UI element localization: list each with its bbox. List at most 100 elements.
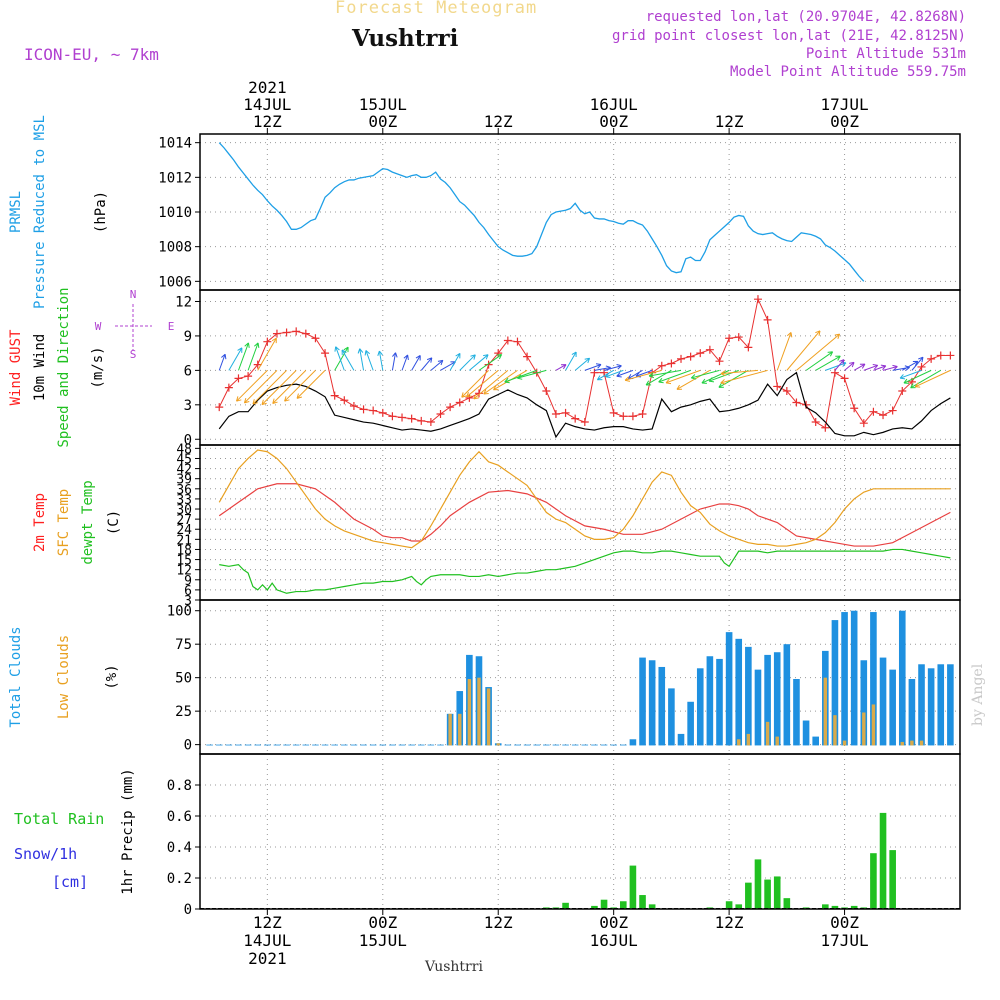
gust-marker bbox=[927, 354, 936, 363]
total-cloud-bar bbox=[629, 739, 637, 746]
wind-arrow-head bbox=[244, 342, 250, 348]
total-cloud-bar bbox=[716, 658, 723, 746]
total-cloud-bar bbox=[754, 669, 762, 746]
total-cloud-bar bbox=[562, 744, 569, 746]
bottom-time-label: 14JUL bbox=[243, 931, 291, 950]
total-cloud-bar bbox=[523, 744, 531, 746]
low-cloud-bar bbox=[458, 713, 462, 746]
total-cloud-bar bbox=[408, 744, 415, 746]
wind-arrow bbox=[915, 369, 951, 388]
wind-panel: 0 3 6 9 12 Wind GUST 10m Wind Speed and Directi… bbox=[8, 287, 961, 448]
temperature-ytick-label: 33 bbox=[176, 493, 192, 508]
rain-bar bbox=[600, 899, 608, 909]
wind-arrow bbox=[466, 369, 499, 398]
wind-arrow bbox=[473, 369, 509, 400]
wind-arrow-head bbox=[648, 372, 655, 379]
wind-arrow-head bbox=[839, 359, 845, 365]
total-cloud-bar bbox=[831, 620, 839, 746]
pressure-ylabel: Pressure Reduced to MSL bbox=[32, 115, 48, 309]
rain-bar bbox=[543, 907, 550, 909]
wind-arrow-head bbox=[461, 392, 467, 398]
pressure-ylabel: PRMSL bbox=[8, 191, 24, 233]
wind-arrow-head bbox=[296, 393, 303, 399]
total-cloud-bar bbox=[908, 679, 916, 746]
wind-arrow-head bbox=[221, 353, 227, 360]
rain-bar bbox=[889, 850, 896, 909]
temperature-ytick-label: 36 bbox=[176, 483, 192, 498]
clouds-ytick-label: 0 bbox=[184, 738, 192, 754]
low-cloud-bar bbox=[919, 740, 924, 746]
total-cloud-bar bbox=[552, 744, 560, 746]
wind-arrow bbox=[701, 369, 730, 384]
clouds-panel: 0 25 50 75 100 Total Clouds Low Clouds (%) bbox=[8, 599, 961, 755]
low-cloud-bar bbox=[910, 740, 914, 746]
wind-arrow-head bbox=[243, 397, 250, 404]
wind-arrow-head bbox=[334, 346, 340, 352]
wind-arrow-head bbox=[496, 354, 503, 360]
wind-arrow bbox=[676, 369, 711, 390]
total-cloud-bar bbox=[533, 744, 541, 746]
wind-arrow-head bbox=[690, 374, 697, 380]
total-cloud-bar bbox=[417, 744, 425, 746]
wind-ylabel: (m/s) bbox=[90, 346, 106, 388]
total-cloud-bar bbox=[543, 744, 550, 746]
rain-bar bbox=[629, 865, 637, 909]
wind-arrow-head bbox=[357, 348, 364, 354]
gust-marker bbox=[917, 362, 926, 371]
bottom-time-label: 12Z bbox=[715, 913, 744, 932]
wind-arrow bbox=[910, 369, 942, 389]
wind-arrow-head bbox=[415, 355, 421, 361]
low-cloud-bar bbox=[477, 677, 481, 746]
gust-marker bbox=[782, 387, 791, 396]
wind-arrow-head bbox=[470, 354, 476, 360]
wind-arrow-head bbox=[645, 380, 652, 386]
pressure-ytick-label: 1010 bbox=[158, 205, 192, 221]
total-cloud-bar bbox=[600, 744, 608, 746]
gust-marker bbox=[523, 352, 532, 361]
wind-arrow bbox=[483, 369, 518, 395]
top-time-label: 15JUL bbox=[359, 95, 407, 114]
total-cloud-bar bbox=[350, 744, 358, 746]
total-cloud-bar bbox=[215, 744, 223, 746]
total-cloud-bar bbox=[870, 612, 877, 746]
gust-marker bbox=[349, 401, 358, 410]
wind-arrow bbox=[469, 354, 489, 371]
pressure-line bbox=[218, 142, 865, 282]
wind-arrow bbox=[504, 369, 537, 383]
wind-arrow bbox=[334, 346, 349, 371]
gust-marker bbox=[253, 360, 262, 369]
wind-arrow bbox=[776, 332, 792, 371]
wind-arrow-head bbox=[880, 364, 887, 370]
rain-bar bbox=[591, 905, 598, 909]
top-time-label: 12Z bbox=[715, 112, 744, 131]
total-cloud-bar bbox=[793, 679, 800, 746]
wind-arrow-head bbox=[718, 382, 724, 388]
gust-marker bbox=[859, 419, 868, 428]
wind-arrow bbox=[420, 357, 433, 371]
top-time-label: 00Z bbox=[368, 112, 397, 131]
wind-arrow-head bbox=[658, 377, 664, 384]
wind-arrow bbox=[902, 360, 919, 371]
top-time-label: 12Z bbox=[484, 112, 513, 131]
top-time-label: 16JUL bbox=[590, 95, 638, 114]
wind-arrow-head bbox=[455, 352, 461, 359]
total-cloud-bar bbox=[850, 610, 858, 746]
wind-arrow-head bbox=[914, 382, 921, 388]
pressure-ylabel: (hPa) bbox=[93, 191, 109, 233]
wind-arrow-head bbox=[584, 357, 591, 364]
temperature-ytick-label: 3 bbox=[184, 594, 192, 609]
gust-marker bbox=[407, 414, 416, 423]
gust-marker bbox=[879, 411, 888, 420]
low-cloud-bar bbox=[823, 677, 828, 746]
gust-marker bbox=[715, 357, 724, 366]
total-cloud-bar bbox=[591, 744, 598, 746]
low-cloud-bar bbox=[765, 721, 770, 746]
top-time-label: 14JUL bbox=[243, 95, 291, 114]
bottom-time-label: 00Z bbox=[830, 913, 859, 932]
temperature-ylabel: 2m Temp bbox=[32, 493, 48, 552]
wind-arrow bbox=[635, 369, 653, 377]
gust-marker bbox=[667, 359, 676, 368]
rain-bar bbox=[822, 904, 829, 909]
total-cloud-bar bbox=[244, 744, 252, 746]
